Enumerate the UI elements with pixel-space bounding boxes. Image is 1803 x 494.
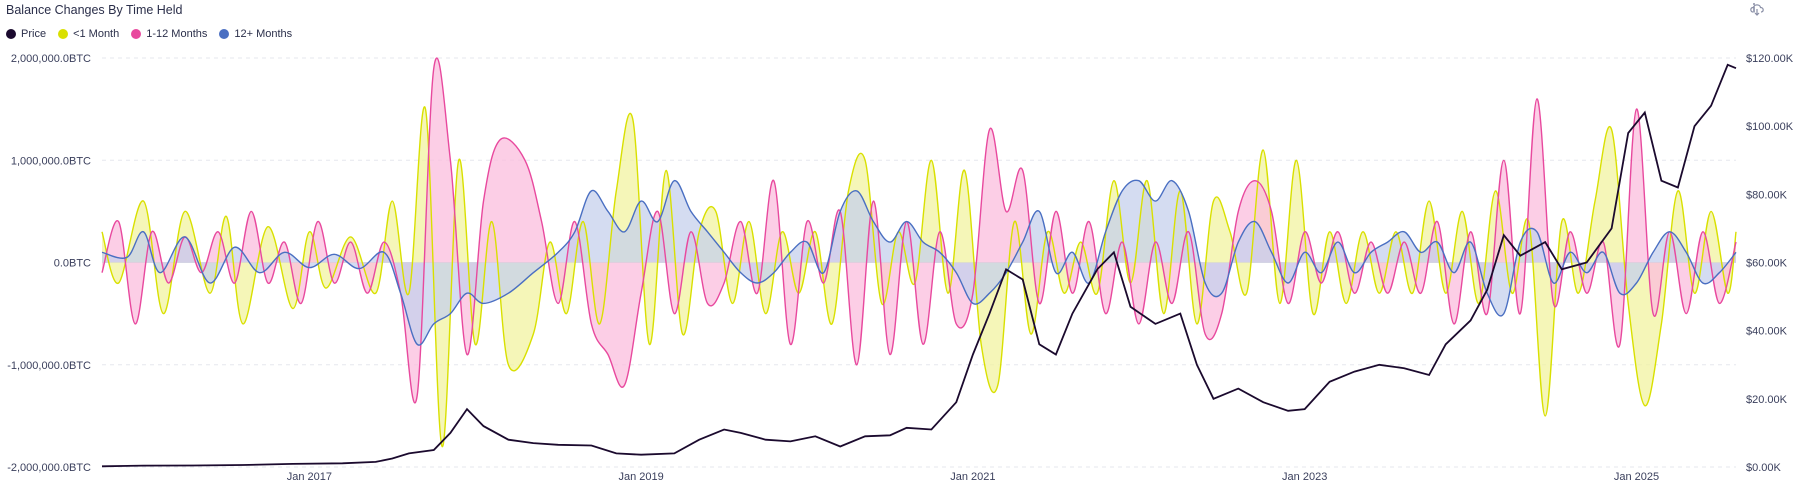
y-right-tick-label: $40.00K — [1746, 326, 1788, 338]
y-left-tick-label: 2,000,000.0BTC — [11, 53, 91, 65]
y-left-tick-label: -2,000,000.0BTC — [7, 462, 91, 474]
line-price — [101, 63, 1737, 468]
legend-item-12-plus-months[interactable]: 12+ Months — [219, 28, 292, 40]
legend-item-price[interactable]: Price — [6, 28, 46, 40]
series-lines — [101, 57, 1737, 468]
area-12-months — [102, 180, 1736, 346]
legend-swatch-12-plus-months — [219, 29, 230, 39]
y-right-tick-label: $0.00K — [1746, 462, 1782, 474]
legend-label-lt-1-month: <1 Month — [73, 28, 120, 40]
y-right-tick-label: $20.00K — [1746, 394, 1788, 406]
x-tick-label: Jan 2021 — [950, 471, 995, 483]
line-1-12-months — [101, 57, 1737, 404]
cloud-download-icon[interactable] — [1750, 2, 1793, 18]
y-left-tick-label: -1,000,000.0BTC — [7, 360, 91, 372]
x-axis: Jan 2017 Jan 2019 Jan 2021 Jan 2023 Jan 2025 — [287, 471, 1659, 483]
x-tick-label: Jan 2023 — [1282, 471, 1327, 483]
area-1-month — [102, 106, 1736, 447]
y-right-tick-label: $60.00K — [1746, 258, 1788, 270]
legend-swatch-price — [6, 29, 16, 39]
legend-label-price: Price — [21, 28, 47, 40]
x-tick-label: Jan 2025 — [1614, 471, 1659, 483]
y-right-tick-label: $80.00K — [1746, 189, 1788, 201]
series-areas — [102, 58, 1736, 447]
y-axis-right: $120.00K $100.00K $80.00K $60.00K $40.00K $20… — [1746, 53, 1794, 474]
y-right-tick-label: $100.00K — [1746, 121, 1794, 133]
legend-swatch-lt-1-month — [58, 29, 69, 39]
chart-title: Balance Changes By Time Held — [6, 3, 183, 17]
legend-label-12-plus-months: 12+ Months — [234, 28, 293, 40]
chart-toolbar — [1749, 2, 1793, 18]
x-tick-label: Jan 2019 — [619, 471, 664, 483]
y-left-tick-label: 1,000,000.0BTC — [11, 155, 91, 167]
y-right-tick-label: $120.00K — [1746, 53, 1794, 65]
y-axis-left: 2,000,000.0BTC 1,000,000.0BTC 0.0BTC -1,000… — [7, 53, 91, 474]
line-1-month — [101, 106, 1737, 448]
x-tick-label: Jan 2017 — [287, 471, 332, 483]
legend-item-1-12-months[interactable]: 1-12 Months — [131, 28, 207, 40]
info-icon[interactable] — [1749, 2, 1765, 18]
legend-label-1-12-months: 1-12 Months — [146, 28, 208, 40]
legend-swatch-1-12-months — [131, 29, 142, 39]
y-left-tick-label: 0.0BTC — [54, 258, 91, 270]
line-12-months — [101, 179, 1737, 346]
area-1-12-months — [102, 58, 1736, 403]
legend-item-lt-1-month[interactable]: <1 Month — [58, 28, 119, 40]
chart-legend: Price <1 Month 1-12 Months 12+ Months — [6, 28, 292, 40]
